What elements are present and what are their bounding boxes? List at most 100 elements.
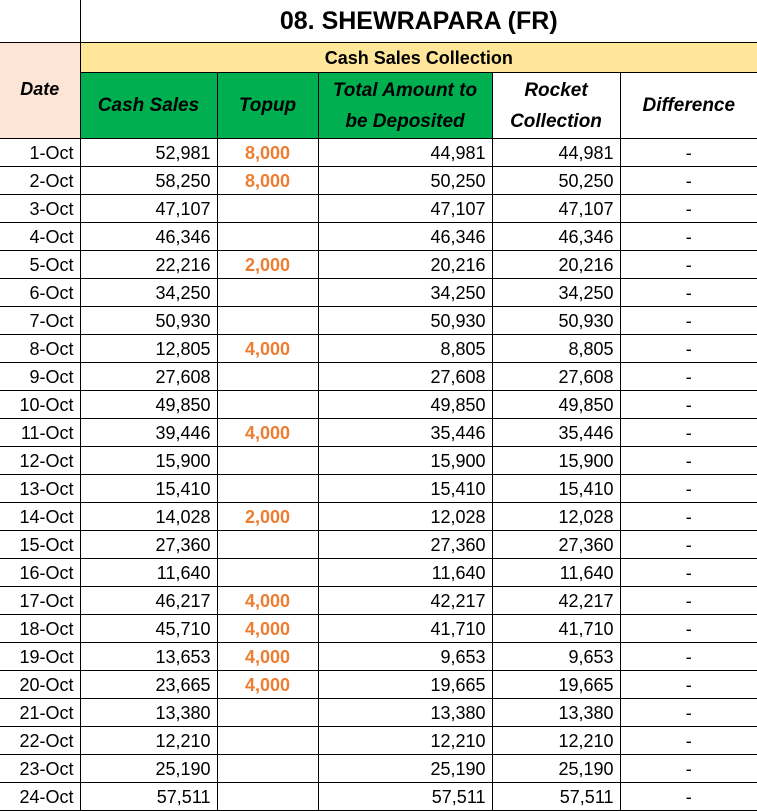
total-deposit: 35,446 — [317, 418, 493, 447]
topup: 4,000 — [216, 670, 319, 699]
rocket-collection: 11,640 — [491, 558, 621, 587]
rocket-collection: 50,250 — [491, 166, 621, 195]
topup — [216, 530, 319, 559]
data-row: 7-Oct 50,930 50,930 50,930- — [0, 306, 757, 335]
topup — [216, 390, 319, 419]
rocket-collection: 25,190 — [491, 754, 621, 783]
total-deposit: 50,930 — [317, 306, 493, 335]
rocket-collection: 9,653 — [491, 642, 621, 671]
date: 22-Oct — [0, 726, 81, 755]
data-row: 22-Oct 12,210 12,210 12,210- — [0, 726, 757, 755]
data-row: 12-Oct 15,900 15,900 15,900- — [0, 446, 757, 475]
total-deposit: 41,710 — [317, 614, 493, 643]
total-deposit: 57,511 — [317, 782, 493, 811]
date: 3-Oct — [0, 194, 81, 223]
rocket-collection: 12,028 — [491, 502, 621, 531]
cash-sales: 13,380 — [79, 698, 218, 727]
difference: - — [619, 670, 757, 699]
data-row: 19-Oct 13,653 4,000 9,653 9,653- — [0, 642, 757, 671]
cash-sales: 45,710 — [79, 614, 218, 643]
column-header: Total Amount to be Deposited — [317, 72, 493, 139]
data-row: 14-Oct 14,028 2,000 12,028 12,028- — [0, 502, 757, 531]
total-deposit: 15,900 — [317, 446, 493, 475]
difference: - — [619, 558, 757, 587]
total-deposit: 50,250 — [317, 166, 493, 195]
blank-cell — [0, 0, 81, 43]
date: 20-Oct — [0, 670, 81, 699]
difference: - — [619, 250, 757, 279]
date: 10-Oct — [0, 390, 81, 419]
topup — [216, 362, 319, 391]
date: 15-Oct — [0, 530, 81, 559]
difference: - — [619, 334, 757, 363]
topup — [216, 782, 319, 811]
total-deposit: 20,216 — [317, 250, 493, 279]
column-header: Rocket Collection — [491, 72, 621, 139]
rocket-collection: 15,900 — [491, 446, 621, 475]
topup: 2,000 — [216, 502, 319, 531]
total-deposit: 15,410 — [317, 474, 493, 503]
date: 4-Oct — [0, 222, 81, 251]
cash-sales: 46,217 — [79, 586, 218, 615]
topup — [216, 726, 319, 755]
data-row: 10-Oct 49,850 49,850 49,850- — [0, 390, 757, 419]
difference: - — [619, 754, 757, 783]
title-row: 08. SHEWRAPARA (FR) — [0, 0, 757, 43]
topup: 4,000 — [216, 642, 319, 671]
date: 8-Oct — [0, 334, 81, 363]
date: 9-Oct — [0, 362, 81, 391]
rocket-collection: 34,250 — [491, 278, 621, 307]
cash-sales: 58,250 — [79, 166, 218, 195]
group-header: Cash Sales Collection — [79, 42, 757, 73]
cash-sales: 49,850 — [79, 390, 218, 419]
group-row: Date Cash Sales Collection — [0, 42, 757, 139]
cash-sales: 47,107 — [79, 194, 218, 223]
total-deposit: 49,850 — [317, 390, 493, 419]
total-deposit: 8,805 — [317, 334, 493, 363]
difference: - — [619, 474, 757, 503]
total-deposit: 34,250 — [317, 278, 493, 307]
column-header: Topup — [216, 72, 319, 139]
date: 13-Oct — [0, 474, 81, 503]
difference: - — [619, 138, 757, 167]
topup — [216, 698, 319, 727]
cash-sales: 39,446 — [79, 418, 218, 447]
difference: - — [619, 278, 757, 307]
cash-sales: 52,981 — [79, 138, 218, 167]
difference: - — [619, 782, 757, 811]
data-row: 4-Oct 46,346 46,346 46,346- — [0, 222, 757, 251]
rocket-collection: 8,805 — [491, 334, 621, 363]
data-row: 11-Oct 39,446 4,000 35,446 35,446- — [0, 418, 757, 447]
difference: - — [619, 306, 757, 335]
data-row: 5-Oct 22,216 2,000 20,216 20,216- — [0, 250, 757, 279]
data-row: 18-Oct 45,710 4,000 41,710 41,710- — [0, 614, 757, 643]
topup: 2,000 — [216, 250, 319, 279]
data-row: 16-Oct 11,640 11,640 11,640- — [0, 558, 757, 587]
topup — [216, 754, 319, 783]
difference: - — [619, 362, 757, 391]
column-header: Difference — [619, 72, 757, 139]
difference: - — [619, 502, 757, 531]
total-deposit: 11,640 — [317, 558, 493, 587]
cash-sales: 15,410 — [79, 474, 218, 503]
cash-sales: 50,930 — [79, 306, 218, 335]
date: 17-Oct — [0, 586, 81, 615]
rocket-collection: 57,511 — [491, 782, 621, 811]
cash-sales: 15,900 — [79, 446, 218, 475]
rocket-collection: 15,410 — [491, 474, 621, 503]
column-header-row: Cash Sales Topup Total Amount to be Deposi… — [0, 72, 757, 139]
total-deposit: 44,981 — [317, 138, 493, 167]
total-deposit: 42,217 — [317, 586, 493, 615]
cash-sales: 25,190 — [79, 754, 218, 783]
topup: 8,000 — [216, 166, 319, 195]
data-row: 9-Oct 27,608 27,608 27,608- — [0, 362, 757, 391]
cash-sales: 46,346 — [79, 222, 218, 251]
topup — [216, 558, 319, 587]
rocket-collection: 49,850 — [491, 390, 621, 419]
rocket-collection: 50,930 — [491, 306, 621, 335]
topup: 4,000 — [216, 614, 319, 643]
topup — [216, 222, 319, 251]
data-row: 20-Oct 23,665 4,000 19,665 19,665- — [0, 670, 757, 699]
data-row: 23-Oct 25,190 25,190 25,190- — [0, 754, 757, 783]
